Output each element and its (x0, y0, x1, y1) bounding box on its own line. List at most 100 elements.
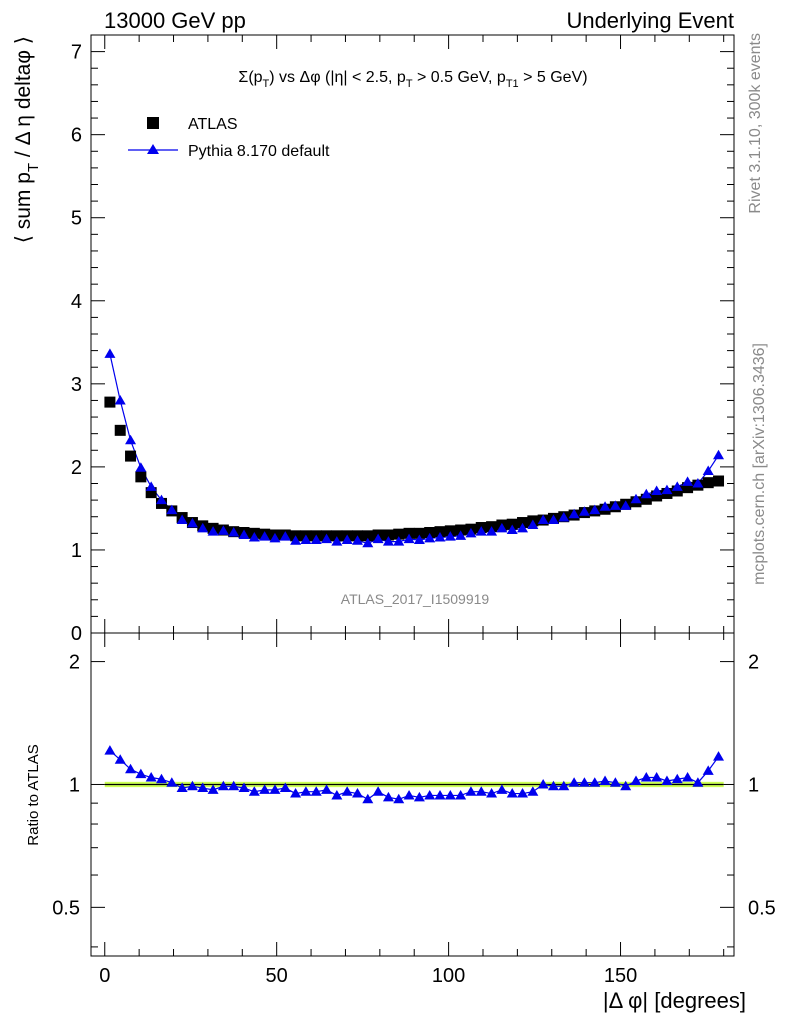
atlas-point (424, 527, 436, 539)
x-tick-label: 50 (266, 965, 288, 987)
ratio-pythia-point (413, 791, 425, 802)
ratio-pythia-point (713, 751, 725, 761)
pythia-point (640, 488, 652, 499)
pythia-point (114, 394, 126, 405)
atlas-point (455, 524, 467, 536)
ratio-pythia-point (393, 793, 405, 804)
atlas-point (682, 482, 694, 494)
legend-pythia-label: Pythia 8.170 default (188, 143, 330, 160)
header-left: 13000 GeV pp (104, 8, 246, 33)
ratio-pythia-point (692, 777, 704, 787)
analysis-watermark: ATLAS_2017_I1509919 (341, 591, 490, 607)
pythia-point (568, 508, 580, 519)
pythia-point (444, 531, 456, 541)
ratio-pythia-point (259, 784, 271, 794)
ratio-pythia-point (424, 789, 436, 800)
main-y-tick-label: 1 (71, 540, 82, 562)
pythia-point (599, 501, 611, 511)
atlas-point (517, 517, 529, 529)
pythia-point (321, 533, 333, 544)
ratio-pythia-point (321, 784, 333, 794)
pythia-point (166, 504, 178, 515)
atlas-point (104, 396, 116, 408)
ratio-pythia-point (661, 775, 673, 785)
pythia-point (486, 526, 498, 536)
main-y-tick-label: 6 (71, 125, 82, 147)
ratio-pythia-point (300, 786, 312, 796)
ratio-pythia-point (279, 782, 291, 793)
ratio-pythia-point (310, 786, 322, 796)
ratio-pythia-point (506, 788, 518, 798)
atlas-point (382, 529, 394, 541)
pythia-point (269, 532, 281, 543)
ratio-pythia-point (228, 780, 240, 791)
ratio-pythia-point (341, 786, 353, 796)
ratio-y-axis-label: Ratio to ATLAS (25, 744, 42, 845)
main-y-tick-label: 4 (71, 291, 82, 313)
ratio-pythia-point (217, 780, 229, 791)
legend-pythia-marker (147, 144, 159, 154)
pythia-point (589, 504, 601, 515)
ratio-pythia-point (547, 780, 559, 791)
atlas-point (640, 493, 652, 505)
pythia-point (496, 522, 508, 533)
ratio-pythia-point (537, 778, 549, 789)
x-tick-label: 100 (432, 965, 465, 987)
ratio-pythia-point (135, 768, 147, 779)
legend-atlas-label: ATLAS (188, 116, 238, 133)
atlas-point (413, 527, 425, 539)
atlas-point (651, 490, 663, 502)
ratio-y-tick-label: 1 (69, 774, 80, 796)
pythia-point (455, 530, 467, 540)
header-right: Underlying Event (566, 8, 734, 33)
pythia-point (279, 531, 291, 541)
atlas-point (331, 530, 343, 542)
ratio-pythia-point (176, 782, 188, 793)
ratio-panel-frame (90, 632, 735, 957)
pythia-point (403, 533, 415, 544)
ratio-pythia-point (671, 773, 683, 784)
atlas-point (444, 525, 456, 537)
atlas-point (671, 485, 683, 497)
ratio-y-tick-label: 0.5 (52, 897, 80, 919)
pythia-point (413, 534, 425, 544)
ratio-y-tick-label: 2 (69, 652, 80, 674)
pythia-point (661, 484, 673, 495)
ratio-panel-marks (104, 745, 725, 804)
pythia-point (228, 527, 240, 537)
ratio-pythia-point (362, 793, 374, 804)
atlas-point (702, 477, 714, 489)
pythia-point (671, 481, 683, 491)
pythia-point (351, 535, 363, 545)
atlas-point (145, 487, 157, 499)
pythia-point (692, 478, 704, 488)
ratio-pythia-point (589, 777, 601, 787)
pythia-point (310, 534, 322, 544)
pythia-point (713, 449, 725, 460)
ratio-y-tick-label-right: 2 (748, 652, 759, 674)
ratio-pythia-point (434, 789, 446, 800)
atlas-point (135, 471, 147, 483)
ratio-pythia-point (114, 754, 126, 764)
ratio-pythia-point (620, 780, 632, 791)
main-panel-axes: 0 1 2 3 4 5 6 7 (71, 34, 734, 645)
x-tick-label: 0 (99, 965, 110, 987)
pythia-point (506, 524, 518, 535)
atlas-point (125, 450, 137, 462)
atlas-point (506, 518, 518, 530)
pythia-point (620, 500, 632, 510)
legend-atlas-marker (147, 117, 159, 129)
atlas-point (114, 424, 126, 436)
pythia-point (393, 536, 405, 546)
ratio-pythia-point (578, 777, 590, 787)
pythia-point (517, 522, 529, 533)
ratio-pythia-point (475, 786, 487, 796)
ratio-pythia-point (238, 782, 250, 793)
legend: ATLAS Pythia 8.170 default (128, 116, 330, 160)
pythia-point (300, 534, 312, 544)
ratio-pythia-point (558, 780, 570, 791)
pythia-point (630, 493, 642, 504)
pythia-point (186, 517, 198, 528)
pythia-point (248, 531, 260, 542)
pythia-point (290, 535, 302, 545)
